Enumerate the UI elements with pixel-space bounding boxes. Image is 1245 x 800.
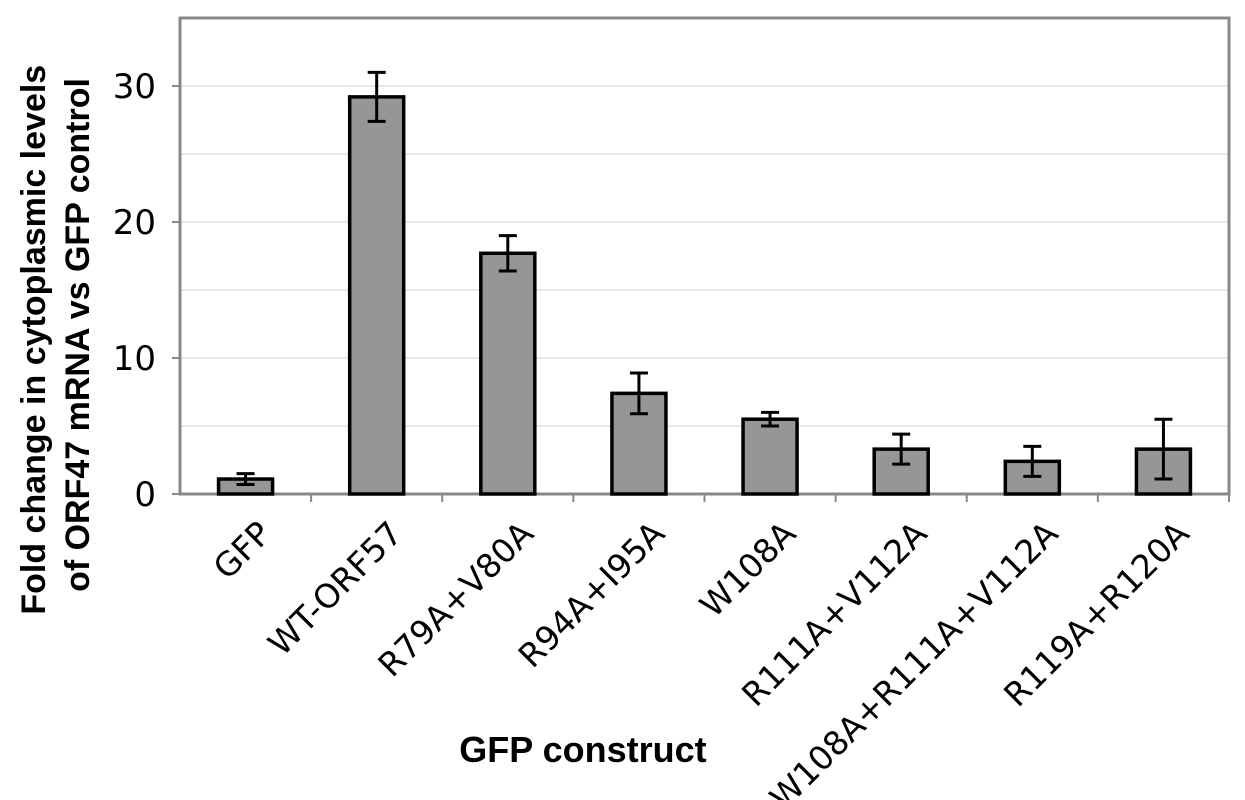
error-bar [892,432,911,466]
error-bar [761,410,780,428]
y-tick-label: 30 [113,67,156,107]
error-bar [629,371,648,416]
plot-area-frame [178,16,1231,496]
error-bars [236,70,1173,486]
bar-w108a [741,417,799,496]
x-tick-label: W108A [692,513,803,624]
y-tick-label: 0 [134,475,156,515]
y-axis-title-line-1: Fold change in cytoplasmic levels [15,65,53,615]
x-axis-title: GFP construct [459,729,706,770]
grid-lines [180,85,1229,427]
error-bar [236,472,255,486]
y-axis-ticks: 0 10 20 30 [113,67,180,515]
bar-wt-orf57 [347,95,406,496]
error-bar [1023,444,1042,478]
y-axis-title: Fold change in cytoplasmic levels of ORF… [15,55,97,614]
bars [216,95,1193,496]
y-axis-title-line-2: of ORF47 mRNA vs GFP control [59,78,97,592]
error-bar [367,70,386,123]
x-tick-label: GFP [206,514,279,587]
error-bar [498,234,517,273]
y-tick-label: 20 [113,203,156,243]
error-bar [1154,417,1173,481]
y-tick-label: 10 [113,339,156,379]
bar-r79a+v80a [479,251,537,496]
